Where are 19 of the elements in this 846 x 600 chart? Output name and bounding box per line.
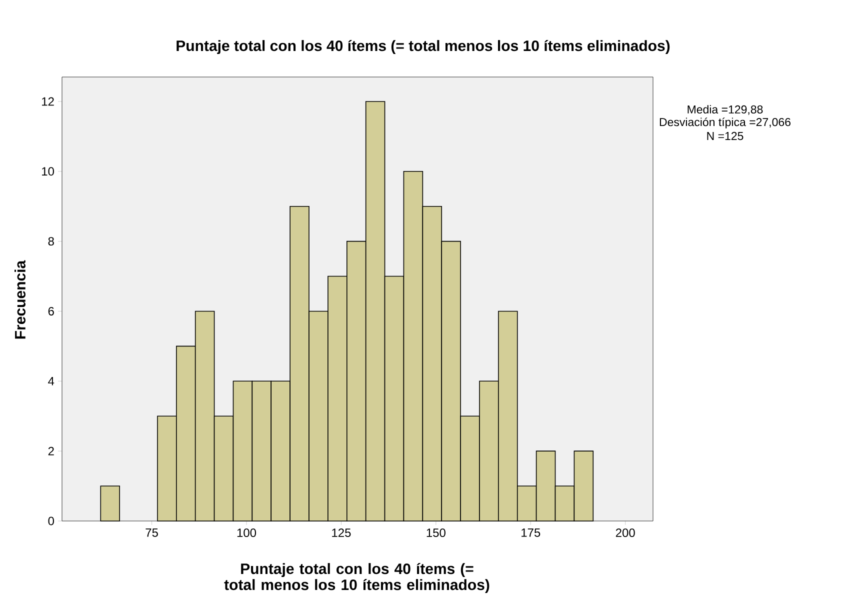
- x-tick-label: 175: [522, 528, 540, 537]
- y-tick-label: 0: [48, 516, 54, 526]
- x-tick-label: 125: [332, 528, 351, 538]
- x-tick-label: 200: [616, 528, 635, 538]
- text: Media =129,88: [688, 105, 763, 115]
- chart-title: Puntaje total con los 40 ítems (= total menos los 10 ítems eliminados): [176, 40, 670, 54]
- y-tick-label: 10: [42, 167, 54, 176]
- x-tick-label: 150: [426, 528, 446, 538]
- y-tick-label: 2: [48, 446, 54, 456]
- y-tick-label: 8: [48, 237, 54, 246]
- text: Desviación típica =27,066: [660, 118, 790, 128]
- x-tick-label: 75: [146, 528, 158, 537]
- text: N =125: [707, 132, 744, 140]
- x-tick-label: 100: [237, 528, 256, 538]
- y-axis-title: Frecuencia: [14, 260, 26, 339]
- y-tick-label: 12: [42, 97, 54, 106]
- y-tick-label: 6: [48, 306, 54, 316]
- x-axis-title: Puntaje total con los 40 ítems (= total menos los 10 ítems eliminados): [224, 562, 490, 594]
- y-tick-label: 4: [48, 377, 54, 386]
